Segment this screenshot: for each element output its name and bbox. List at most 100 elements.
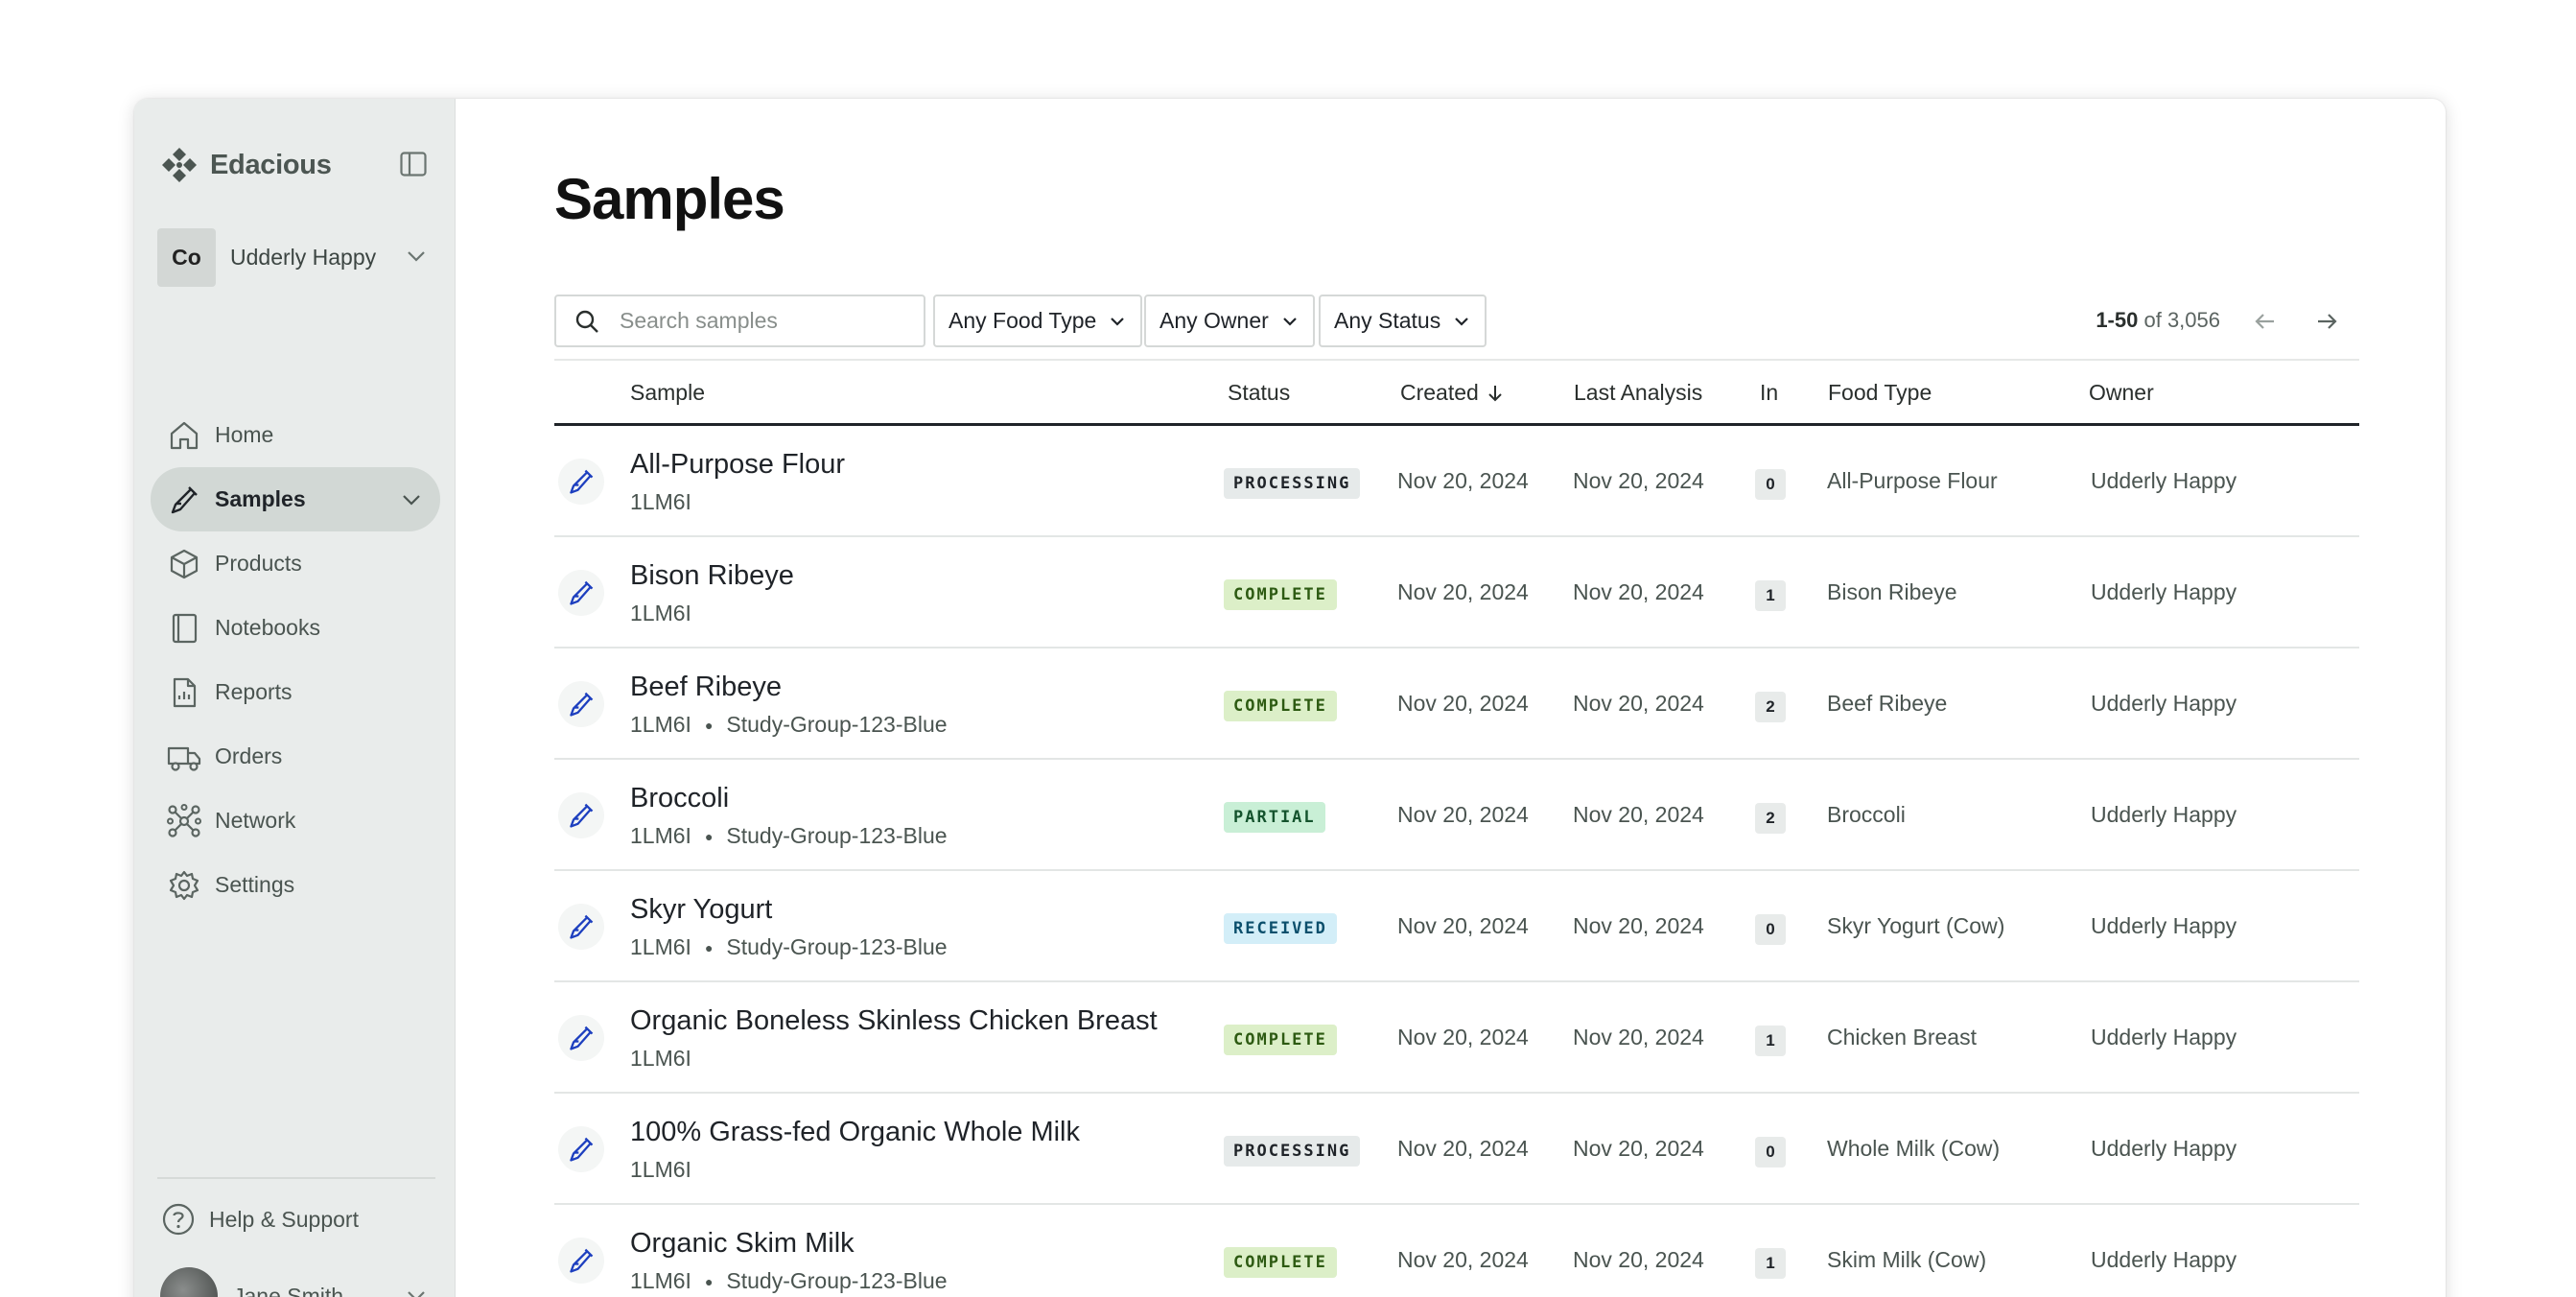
sample-icon: [558, 792, 604, 838]
sample-icon: [558, 1015, 604, 1061]
food-type-cell: Whole Milk (Cow): [1827, 1136, 2001, 1161]
sample-icon: [558, 1238, 604, 1284]
sample-name[interactable]: Skyr Yogurt: [630, 894, 773, 925]
owner-cell: Udderly Happy: [2091, 1247, 2237, 1272]
created-date: Nov 20, 2024: [1397, 802, 1529, 827]
in-count-badge: 1: [1755, 1026, 1786, 1056]
table-row[interactable]: Bison Ribeye 1LM6I COMPLETE Nov 20, 2024…: [554, 537, 2359, 648]
last-analysis-date: Nov 20, 2024: [1573, 691, 1704, 716]
user-menu[interactable]: Jane Smith: [160, 1266, 428, 1297]
last-analysis-date: Nov 20, 2024: [1573, 1136, 1704, 1161]
column-header-food-type[interactable]: Food Type: [1828, 380, 1932, 405]
table-row[interactable]: Organic Skim Milk 1LM6I ● Study-Group-12…: [554, 1205, 2359, 1297]
sample-meta: 1LM6I: [630, 1046, 691, 1072]
sample-name[interactable]: Organic Boneless Skinless Chicken Breast: [630, 1005, 1158, 1036]
table-row[interactable]: 100% Grass-fed Organic Whole Milk 1LM6I …: [554, 1094, 2359, 1205]
user-name: Jane Smith: [233, 1283, 344, 1297]
sample-meta: 1LM6I ● Study-Group-123-Blue: [630, 1268, 948, 1294]
chevron-down-icon: [408, 1291, 425, 1297]
pagination-summary: 1-50 of 3,056: [2096, 308, 2220, 333]
table-body: All-Purpose Flour 1LM6I PROCESSING Nov 2…: [554, 426, 2359, 1297]
owner-filter[interactable]: Any Owner: [1144, 295, 1315, 347]
sample-name[interactable]: All-Purpose Flour: [630, 449, 846, 480]
sidebar-collapse-button[interactable]: [398, 149, 429, 179]
box-icon: [166, 546, 202, 582]
food-type-cell: Skim Milk (Cow): [1827, 1247, 1987, 1272]
table-row[interactable]: Beef Ribeye 1LM6I ● Study-Group-123-Blue…: [554, 648, 2359, 760]
sidebar-item-orders[interactable]: Orders: [151, 724, 440, 789]
brand[interactable]: Edacious: [160, 144, 332, 186]
sample-meta: 1LM6I ● Study-Group-123-Blue: [630, 712, 948, 738]
table-row[interactable]: Skyr Yogurt 1LM6I ● Study-Group-123-Blue…: [554, 871, 2359, 982]
chevron-down-icon: [1455, 317, 1469, 326]
column-header-created-label: Created: [1400, 380, 1479, 405]
sidebar-item-samples[interactable]: Samples: [151, 467, 440, 531]
next-page-button[interactable]: [2311, 306, 2342, 337]
sidebar-item-label: Orders: [215, 743, 283, 768]
created-date: Nov 20, 2024: [1397, 1247, 1529, 1272]
status-filter[interactable]: Any Status: [1319, 295, 1487, 347]
sample-id: 1LM6I: [630, 601, 691, 625]
sample-name[interactable]: Beef Ribeye: [630, 672, 782, 702]
arrow-down-icon: [1488, 385, 1502, 401]
column-header-status[interactable]: Status: [1228, 380, 1291, 405]
chevron-down-icon: [408, 251, 425, 262]
sample-icon: [166, 482, 202, 518]
sidebar-item-label: Network: [215, 808, 296, 833]
owner-cell: Udderly Happy: [2091, 691, 2237, 716]
column-header-in[interactable]: In: [1760, 380, 1779, 405]
org-switcher[interactable]: Co Udderly Happy: [157, 227, 435, 287]
sample-meta: 1LM6I: [630, 489, 691, 515]
help-support-link[interactable]: Help & Support: [161, 1198, 359, 1240]
food-type-cell: Bison Ribeye: [1827, 579, 1957, 604]
sample-icon: [558, 1126, 604, 1172]
sample-name[interactable]: Organic Skim Milk: [630, 1228, 855, 1259]
org-avatar: Co: [157, 227, 216, 287]
last-analysis-date: Nov 20, 2024: [1573, 1247, 1704, 1272]
sidebar-item-home[interactable]: Home: [151, 403, 440, 467]
sidebar-item-label: Notebooks: [215, 615, 320, 640]
home-icon: [166, 417, 202, 454]
sidebar-item-settings[interactable]: Settings: [151, 853, 440, 917]
notebook-icon: [166, 610, 202, 647]
column-header-owner[interactable]: Owner: [2089, 380, 2154, 405]
separator-dot: ●: [704, 717, 714, 733]
chevron-down-icon[interactable]: [400, 488, 423, 511]
created-date: Nov 20, 2024: [1397, 468, 1529, 493]
prev-page-button[interactable]: [2250, 306, 2281, 337]
sample-meta: 1LM6I: [630, 1157, 691, 1183]
sidebar-item-reports[interactable]: Reports: [151, 660, 440, 724]
sidebar-item-notebooks[interactable]: Notebooks: [151, 596, 440, 660]
search-icon: [575, 310, 598, 333]
sample-name[interactable]: Broccoli: [630, 783, 730, 814]
table-row[interactable]: All-Purpose Flour 1LM6I PROCESSING Nov 2…: [554, 426, 2359, 537]
sidebar-item-network[interactable]: Network: [151, 789, 440, 853]
food-type-filter[interactable]: Any Food Type: [933, 295, 1143, 347]
sample-name[interactable]: 100% Grass-fed Organic Whole Milk: [630, 1117, 1080, 1147]
sample-meta: 1LM6I ● Study-Group-123-Blue: [630, 934, 948, 960]
search-input[interactable]: [620, 308, 907, 334]
in-count-badge: 1: [1755, 580, 1786, 611]
table-row[interactable]: Organic Boneless Skinless Chicken Breast…: [554, 982, 2359, 1094]
column-header-last-analysis[interactable]: Last Analysis: [1574, 380, 1703, 405]
sample-icon: [558, 681, 604, 727]
sidebar-item-products[interactable]: Products: [151, 531, 440, 596]
truck-icon: [166, 739, 202, 775]
food-type-cell: Chicken Breast: [1827, 1025, 1977, 1049]
table-row[interactable]: Broccoli 1LM6I ● Study-Group-123-Blue PA…: [554, 760, 2359, 871]
search-box[interactable]: [554, 295, 925, 347]
divider: [157, 1177, 435, 1179]
food-type-cell: Beef Ribeye: [1827, 691, 1948, 716]
column-header-created[interactable]: Created: [1400, 380, 1504, 406]
chevron-down-icon: [1111, 317, 1125, 326]
in-count-badge: 1: [1755, 1248, 1786, 1279]
page-title: Samples: [554, 167, 785, 231]
gear-icon: [166, 867, 202, 904]
sample-name[interactable]: Bison Ribeye: [630, 560, 794, 591]
sidebar: Edacious Co Udderly Happy Home Samples: [134, 99, 456, 1297]
separator-dot: ●: [704, 828, 714, 844]
column-header-sample[interactable]: Sample: [630, 380, 705, 405]
sample-id: 1LM6I: [630, 712, 691, 737]
last-analysis-date: Nov 20, 2024: [1573, 802, 1704, 827]
sample-group: Study-Group-123-Blue: [726, 823, 948, 848]
